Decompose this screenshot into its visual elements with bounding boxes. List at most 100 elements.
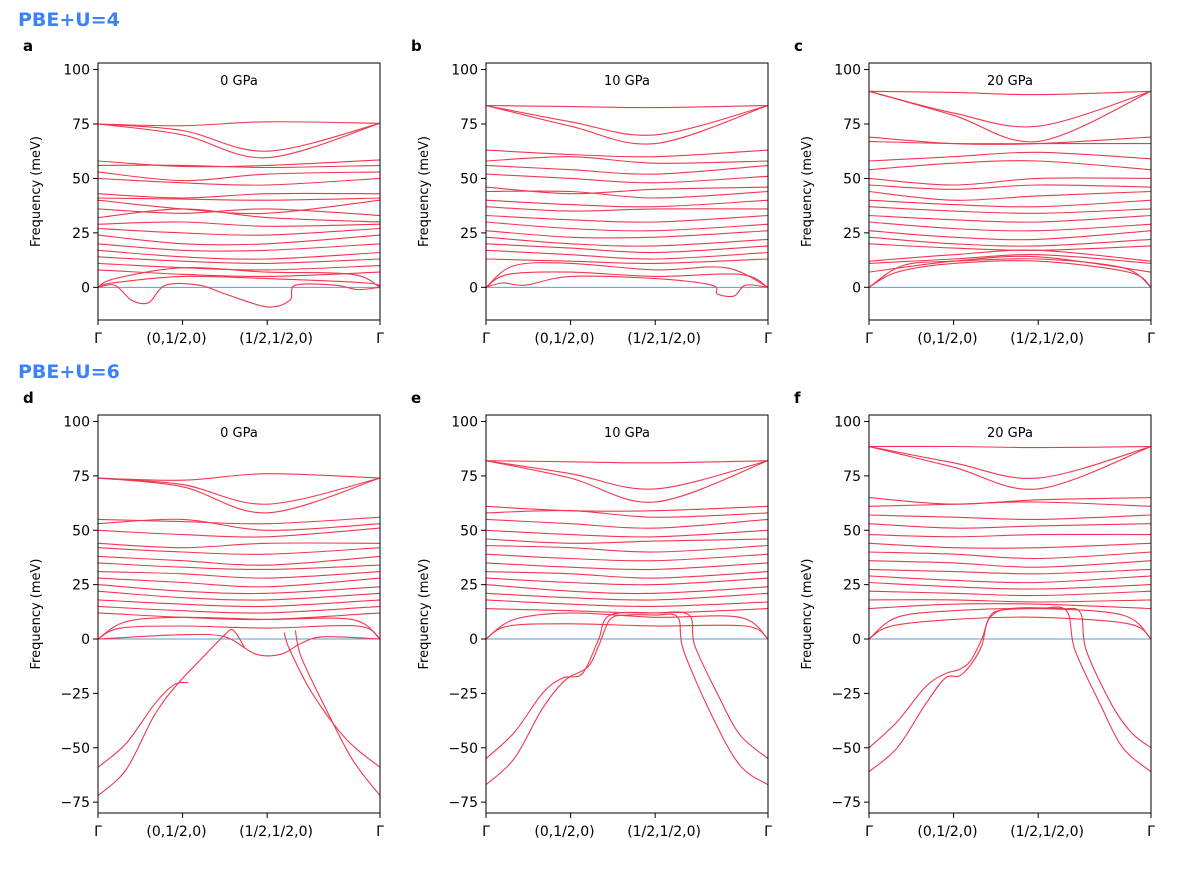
band-line	[869, 90, 1151, 96]
band-line	[869, 177, 1151, 186]
band-line	[486, 544, 768, 553]
band-line	[869, 221, 1151, 232]
band-line	[98, 121, 380, 127]
x-tick-label: (0,1/2,0)	[917, 824, 977, 840]
x-tick-label: (0,1/2,0)	[146, 824, 206, 840]
band-line	[98, 605, 380, 614]
band-line	[98, 518, 380, 531]
plot-frame	[97, 414, 381, 814]
band-line	[486, 275, 768, 298]
band-line	[98, 547, 380, 555]
pressure-label: 10 GPa	[604, 74, 650, 89]
band-line	[869, 236, 1151, 247]
band-line	[869, 230, 1151, 241]
band-line	[486, 186, 768, 195]
band-line	[486, 611, 768, 760]
band-line	[283, 632, 380, 768]
band-line	[869, 599, 1151, 603]
y-tick-label: 75	[460, 469, 478, 485]
panel-letter: a	[23, 37, 33, 55]
band-line	[98, 197, 380, 201]
band-curves	[98, 121, 380, 308]
band-line	[486, 460, 768, 464]
band-line	[98, 577, 380, 588]
band-curves	[869, 445, 1151, 773]
x-tick-label: Γ	[94, 331, 102, 347]
x-tick-label: Γ	[764, 331, 772, 347]
x-tick-label: (1/2,1/2,0)	[239, 331, 313, 347]
band-line	[869, 533, 1151, 538]
x-tick-label: Γ	[1147, 331, 1155, 347]
band-line	[486, 599, 768, 608]
band-line	[869, 243, 1151, 251]
band-line	[486, 104, 768, 109]
band-line	[98, 628, 246, 797]
band-line	[486, 577, 768, 586]
x-tick-label: (1/2,1/2,0)	[627, 824, 701, 840]
band-line	[486, 538, 768, 544]
panel-letter: e	[411, 389, 421, 407]
panels-container: 0 25 50 75 100 Γ (0,1/2,0) (1/2,1/2,0) Γ 0 GPa Fre…	[23, 37, 1155, 840]
y-axis-label: Frequency (meV)	[417, 136, 432, 247]
band-line	[869, 255, 1151, 273]
y-tick-label: 75	[72, 117, 90, 133]
band-line	[98, 262, 380, 271]
band-line	[486, 584, 768, 595]
x-tick-label: (0,1/2,0)	[917, 331, 977, 347]
band-line	[98, 527, 380, 538]
y-tick-label: 100	[834, 63, 861, 79]
band-line	[486, 608, 768, 614]
y-tick-label: −25	[831, 686, 861, 702]
band-line	[486, 206, 768, 212]
plot-frame	[485, 62, 769, 321]
band-line	[486, 612, 768, 640]
panel-d: −75 −50 −25 0 25 50 75 100 Γ (0,1/2,0) (1/2,1/2,0)…	[23, 389, 384, 840]
pressure-label: 20 GPa	[987, 74, 1033, 89]
y-tick-label: 100	[834, 415, 861, 431]
pressure-label: 20 GPa	[987, 426, 1033, 441]
plot-frame	[868, 62, 1152, 321]
y-tick-label: 25	[460, 578, 478, 594]
panel-b: 0 25 50 75 100 Γ (0,1/2,0) (1/2,1/2,0) Γ 10 GPa Fr…	[411, 37, 772, 347]
band-line	[486, 262, 768, 288]
x-tick-label: Γ	[764, 824, 772, 840]
x-tick-label: (0,1/2,0)	[534, 331, 594, 347]
band-line	[869, 523, 1151, 529]
panel-letter: c	[794, 37, 803, 55]
band-line	[486, 190, 768, 199]
y-tick-label: −50	[60, 741, 90, 757]
band-line	[98, 208, 380, 217]
x-tick-label: Γ	[94, 824, 102, 840]
band-line	[486, 199, 768, 208]
band-line	[98, 164, 380, 169]
y-tick-label: −25	[60, 686, 90, 702]
band-line	[486, 230, 768, 239]
band-line	[869, 560, 1151, 568]
band-line	[98, 269, 380, 278]
y-tick-label: 0	[469, 280, 478, 296]
y-tick-label: 50	[460, 523, 478, 539]
band-line	[98, 584, 380, 595]
y-tick-label: 75	[460, 117, 478, 133]
band-line	[486, 623, 768, 640]
band-line	[486, 243, 768, 254]
band-line	[869, 551, 1151, 560]
band-line	[869, 258, 1151, 288]
band-line	[486, 505, 768, 512]
band-line	[98, 612, 380, 621]
pressure-label: 0 GPa	[220, 426, 258, 441]
band-line	[98, 249, 380, 260]
band-line	[98, 473, 380, 481]
band-line	[486, 460, 768, 503]
plot-frame	[97, 62, 381, 321]
y-tick-label: 25	[843, 578, 861, 594]
y-tick-label: −75	[831, 795, 861, 811]
band-line	[98, 542, 380, 549]
y-tick-label: 50	[460, 171, 478, 187]
band-line	[98, 681, 189, 768]
band-line	[98, 266, 380, 288]
y-tick-label: 50	[72, 171, 90, 187]
band-line	[98, 171, 380, 182]
band-line	[869, 568, 1151, 575]
band-line	[869, 214, 1151, 223]
